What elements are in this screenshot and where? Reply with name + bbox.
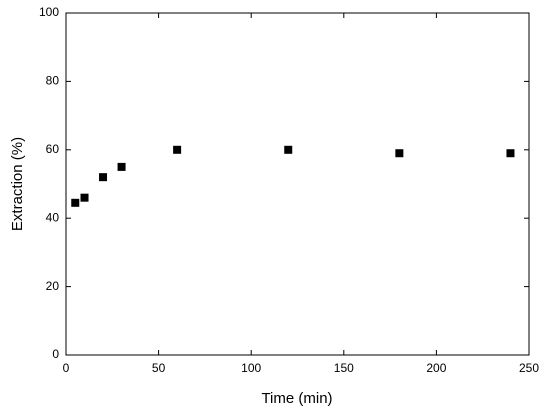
data-point	[71, 198, 80, 207]
data-point	[284, 145, 293, 154]
data-point	[395, 149, 404, 158]
data-point	[173, 145, 182, 154]
x-tick-label: 50	[152, 361, 166, 375]
data-point	[99, 173, 108, 182]
y-tick-label: 60	[46, 142, 60, 156]
x-axis-title: Time (min)	[261, 390, 332, 407]
y-axis-title: Extraction (%)	[9, 137, 26, 231]
x-tick-label: 100	[241, 361, 261, 375]
data-point	[506, 149, 515, 158]
y-tick-label: 20	[46, 279, 60, 293]
y-tick-label: 40	[46, 210, 60, 224]
data-point	[117, 162, 126, 171]
y-tick-label: 0	[52, 347, 59, 361]
x-tick-label: 0	[63, 361, 70, 375]
x-tick-label: 250	[519, 361, 539, 375]
x-tick-label: 150	[334, 361, 354, 375]
plot-frame	[65, 12, 530, 356]
data-point	[80, 193, 89, 202]
y-tick-label: 80	[46, 74, 60, 88]
y-tick-label: 100	[39, 5, 59, 19]
x-tick-label: 200	[426, 361, 446, 375]
